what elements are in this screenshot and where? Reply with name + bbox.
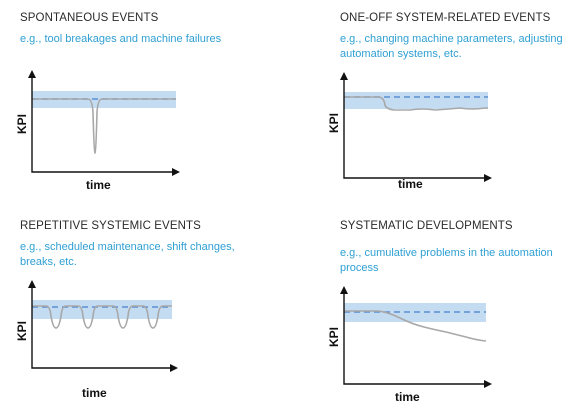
subtitle-line: automation systems, etc. (340, 48, 462, 60)
axes (31, 76, 174, 173)
y-axis-arrow (28, 70, 36, 78)
kpi-curve (32, 305, 172, 329)
panel-systematic-developments: SYSTEMATIC DEVELOPMENTS e.g., cumulative… (327, 220, 585, 418)
panel-title: REPETITIVE SYSTEMIC EVENTS (20, 220, 201, 232)
kpi-curve (32, 98, 176, 155)
y-axis-label: KPI (327, 112, 342, 134)
kpi-diagram-step-down (340, 72, 492, 182)
panel-subtitle: e.g., scheduled maintenance, shift chang… (20, 240, 235, 270)
x-axis-label: time (395, 390, 420, 404)
kpi-curve (344, 310, 487, 342)
panel-spontaneous-events: SPONTANEOUS EVENTS e.g., tool breakages … (15, 12, 280, 197)
y-axis-arrow (340, 286, 348, 294)
kpi-diagram-repeated-dips (28, 280, 178, 372)
target-band (344, 92, 488, 109)
kpi-curve (344, 96, 488, 111)
x-axis-arrow (170, 364, 178, 372)
subtitle-line: process (340, 262, 379, 274)
panel-one-off-system-related-events: ONE-OFF SYSTEM-RELATED EVENTS e.g., chan… (327, 12, 585, 197)
panel-title: SPONTANEOUS EVENTS (20, 12, 159, 24)
subtitle-line: e.g., cumulative problems in the automat… (340, 247, 553, 259)
axes (343, 292, 486, 385)
panel-repetitive-systemic-events: REPETITIVE SYSTEMIC EVENTS e.g., schedul… (15, 220, 280, 418)
y-axis-arrow (28, 280, 36, 288)
panel-subtitle: e.g., tool breakages and machine failure… (20, 32, 221, 47)
axes (343, 78, 486, 179)
y-axis-label: KPI (15, 113, 30, 135)
subtitle-line: e.g., scheduled maintenance, shift chang… (20, 241, 235, 253)
subtitle-line: e.g., tool breakages and machine failure… (20, 33, 222, 45)
panel-subtitle: e.g., changing machine parameters, adjus… (340, 32, 563, 62)
axes (31, 286, 172, 369)
kpi-diagram-single-dip (28, 70, 180, 176)
panel-subtitle: e.g., cumulative problems in the automat… (340, 246, 553, 276)
panel-title: ONE-OFF SYSTEM-RELATED EVENTS (340, 12, 551, 24)
x-axis-arrow (484, 174, 492, 182)
x-axis-arrow (172, 168, 180, 176)
x-axis-arrow (484, 380, 492, 388)
kpi-diagram-gradual-decline (340, 286, 492, 388)
y-axis-label: KPI (327, 326, 342, 348)
subtitle-line: breaks, etc. (20, 256, 77, 268)
subtitle-line: e.g., changing machine parameters, adjus… (340, 33, 563, 45)
y-axis-arrow (340, 72, 348, 80)
panel-title: SYSTEMATIC DEVELOPMENTS (340, 220, 513, 232)
x-axis-label: time (86, 178, 111, 192)
target-band (32, 300, 172, 319)
x-axis-label: time (398, 177, 423, 191)
x-axis-label: time (82, 386, 107, 400)
y-axis-label: KPI (15, 320, 30, 342)
